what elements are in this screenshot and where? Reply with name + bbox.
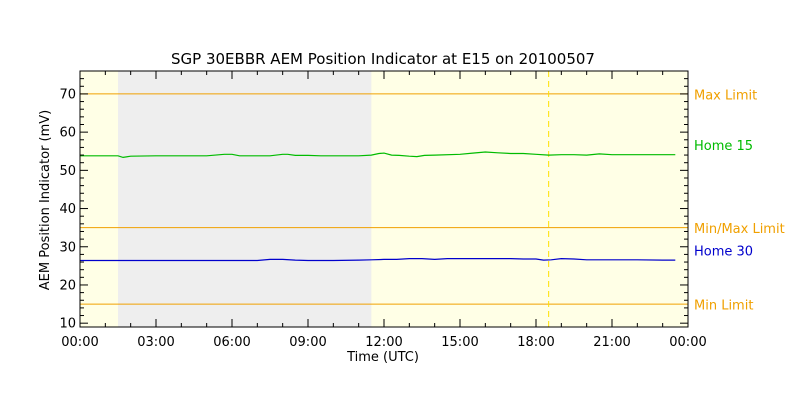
x-tick-label: 03:00 xyxy=(137,335,174,350)
y-tick-label: 10 xyxy=(59,317,76,332)
reference-lines xyxy=(80,93,688,305)
x-tick-label: 21:00 xyxy=(593,335,630,350)
y-axis: 10 20 30 40 50 60 70 xyxy=(59,78,688,332)
x-tick-label: 12:00 xyxy=(365,335,402,350)
x-tick-label: 09:00 xyxy=(289,335,326,350)
x-tick-label: 15:00 xyxy=(441,335,478,350)
y-tick-label: 30 xyxy=(59,240,76,255)
x-axis: 00:00 03:00 06:00 09:00 12:00 15:00 18:00 21:00… xyxy=(61,71,707,350)
y-axis-label: AEM Position Indicator (mV) xyxy=(38,110,53,290)
y-tick-label: 40 xyxy=(59,202,76,217)
reference-label-min-limit: Min Limit xyxy=(694,299,753,314)
x-tick-label: 00:00 xyxy=(61,335,98,350)
y-tick-label: 60 xyxy=(59,126,76,141)
night-shaded-region xyxy=(118,71,372,327)
series-label-home-30: Home 30 xyxy=(694,245,753,260)
y-tick-label: 70 xyxy=(59,87,76,102)
series-layer xyxy=(80,151,676,262)
right-side-labels: Max Limit Min/Max Limit Min Limit Home 15 Ho… xyxy=(694,88,785,313)
x-tick-label: 00:00 xyxy=(669,335,706,350)
x-tick-label: 06:00 xyxy=(213,335,250,350)
series-line-home-15 xyxy=(80,151,676,159)
series-line-home-30 xyxy=(80,257,676,262)
x-tick-label: 18:00 xyxy=(517,335,554,350)
series-label-home-15: Home 15 xyxy=(694,139,753,154)
reference-label-max-limit: Max Limit xyxy=(694,88,757,103)
reference-label-min-max-limit: Min/Max Limit xyxy=(694,222,785,237)
y-tick-label: 50 xyxy=(59,164,76,179)
y-tick-label: 20 xyxy=(59,278,76,293)
x-axis-label: Time (UTC) xyxy=(346,350,419,365)
chart-title: SGP 30EBBR AEM Position Indicator at E15… xyxy=(171,50,595,68)
